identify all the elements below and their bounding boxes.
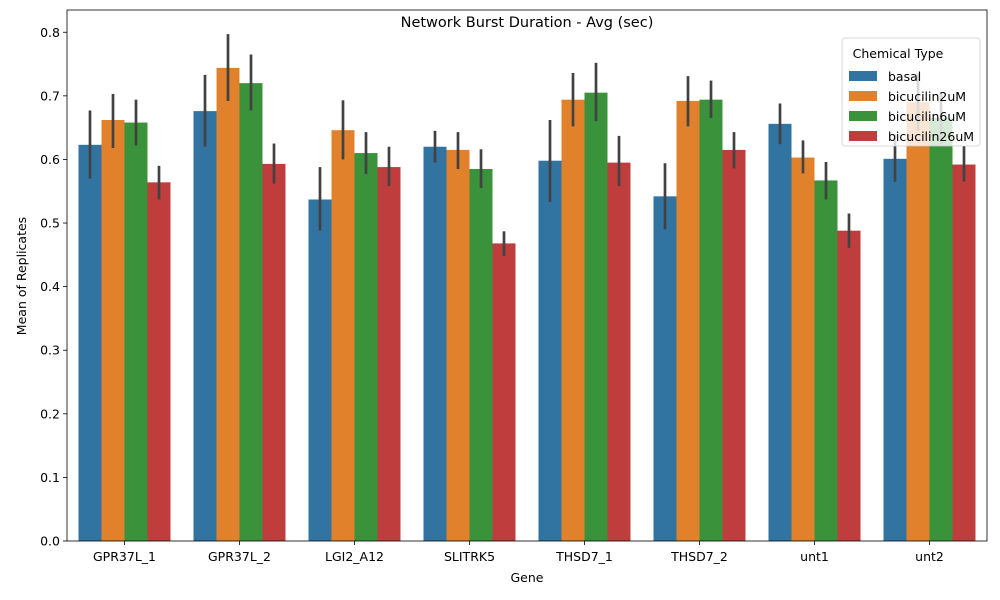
- y-tick-label: 0.4: [40, 279, 60, 294]
- bar-basal-SLITRK5: [423, 146, 447, 541]
- bar-bicucilin26uM-THSD7_1: [607, 162, 631, 541]
- bar-basal-THSD7_2: [653, 196, 677, 541]
- y-axis-title: Mean of Replicates: [14, 217, 29, 335]
- x-tick-label: LGI2_A12: [325, 549, 384, 564]
- y-tick-label: 0.8: [40, 25, 60, 40]
- y-tick-label: 0.2: [40, 406, 60, 421]
- x-axis: GPR37L_1 GPR37L_2 LGI2_A12 SLITRK5 THSD7_1 TH…: [93, 541, 944, 564]
- y-tick-label: 0.6: [40, 152, 60, 167]
- x-tick-label: unt2: [915, 549, 944, 564]
- bar-bicucilin26uM-GPR37L_1: [147, 182, 171, 541]
- legend-label-basal: basal: [888, 69, 921, 84]
- y-tick-label: 0.1: [40, 470, 60, 485]
- legend-label-bicucilin2uM: bicucilin2uM: [888, 89, 966, 104]
- legend-swatch-basal: [849, 71, 877, 81]
- legend-swatch-bicucilin26uM: [849, 131, 877, 141]
- x-tick-label: GPR37L_1: [93, 549, 156, 564]
- bar-bicucilin2uM-unt2: [906, 102, 930, 542]
- bar-bicucilin2uM-THSD7_2: [676, 100, 700, 541]
- legend-label-bicucilin6uM: bicucilin6uM: [888, 109, 966, 124]
- bar-bicucilin6uM-THSD7_1: [584, 92, 608, 542]
- bar-bicucilin2uM-GPR37L_1: [101, 120, 125, 542]
- x-tick-label: THSD7_2: [670, 549, 728, 564]
- x-tick-label: unt1: [800, 549, 829, 564]
- bar-bicucilin26uM-unt1: [837, 230, 861, 542]
- x-tick-label: SLITRK5: [444, 549, 495, 564]
- y-tick-label: 0.0: [40, 534, 60, 549]
- bar-bicucilin6uM-unt1: [814, 180, 838, 541]
- bar-bicucilin2uM-SLITRK5: [446, 149, 470, 541]
- bar-basal-unt1: [768, 123, 792, 541]
- bar-bicucilin26uM-THSD7_2: [722, 149, 746, 541]
- bar-bicucilin26uM-unt2: [952, 164, 976, 541]
- y-tick-label: 0.3: [40, 343, 60, 358]
- bar-basal-THSD7_1: [538, 160, 562, 541]
- bar-bicucilin26uM-LGI2_A12: [377, 167, 401, 541]
- bar-bicucilin6uM-unt2: [929, 118, 953, 542]
- legend: Chemical Type basal bicucilin2uM bicucilin…: [841, 37, 981, 147]
- bar-bicucilin2uM-GPR37L_2: [216, 67, 240, 542]
- bar-basal-GPR37L_1: [78, 144, 102, 541]
- bar-bicucilin2uM-THSD7_1: [561, 99, 585, 542]
- x-tick-label: THSD7_1: [555, 549, 613, 564]
- y-axis: 0.0 0.1 0.2 0.3 0.4 0.5 0.6 0.7 0.8: [40, 25, 67, 549]
- bar-bicucilin6uM-LGI2_A12: [354, 153, 378, 541]
- x-axis-title: Gene: [511, 570, 544, 585]
- bar-bicucilin2uM-unt1: [791, 157, 815, 542]
- legend-swatch-bicucilin6uM: [849, 111, 877, 121]
- bar-basal-GPR37L_2: [193, 111, 217, 542]
- plot-frame: [66, 9, 988, 542]
- bar-bicucilin2uM-LGI2_A12: [331, 130, 355, 541]
- bar-bicucilin26uM-GPR37L_2: [262, 163, 286, 541]
- y-tick-label: 0.7: [40, 88, 60, 103]
- chart-title: Network Burst Duration - Avg (sec): [401, 15, 654, 31]
- bar-bicucilin26uM-SLITRK5: [492, 243, 516, 541]
- bar-bicucilin6uM-SLITRK5: [469, 168, 493, 542]
- bar-basal-LGI2_A12: [308, 199, 332, 541]
- legend-label-bicucilin26uM: bicucilin26uM: [888, 129, 974, 144]
- legend-swatch-bicucilin2uM: [849, 91, 877, 101]
- errorbars-layer: [88, 34, 966, 257]
- bars-layer: [78, 67, 976, 542]
- x-tick-label: GPR37L_2: [208, 549, 271, 564]
- legend-items: basal bicucilin2uM bicucilin6uM bicucilin26…: [849, 69, 974, 144]
- bar-bicucilin6uM-GPR37L_1: [124, 122, 148, 541]
- bar-basal-unt2: [883, 158, 907, 541]
- y-tick-label: 0.5: [40, 216, 60, 231]
- bar-bicucilin6uM-THSD7_2: [699, 99, 723, 542]
- legend-title: Chemical Type: [853, 46, 944, 61]
- bar-bicucilin6uM-GPR37L_2: [239, 83, 263, 541]
